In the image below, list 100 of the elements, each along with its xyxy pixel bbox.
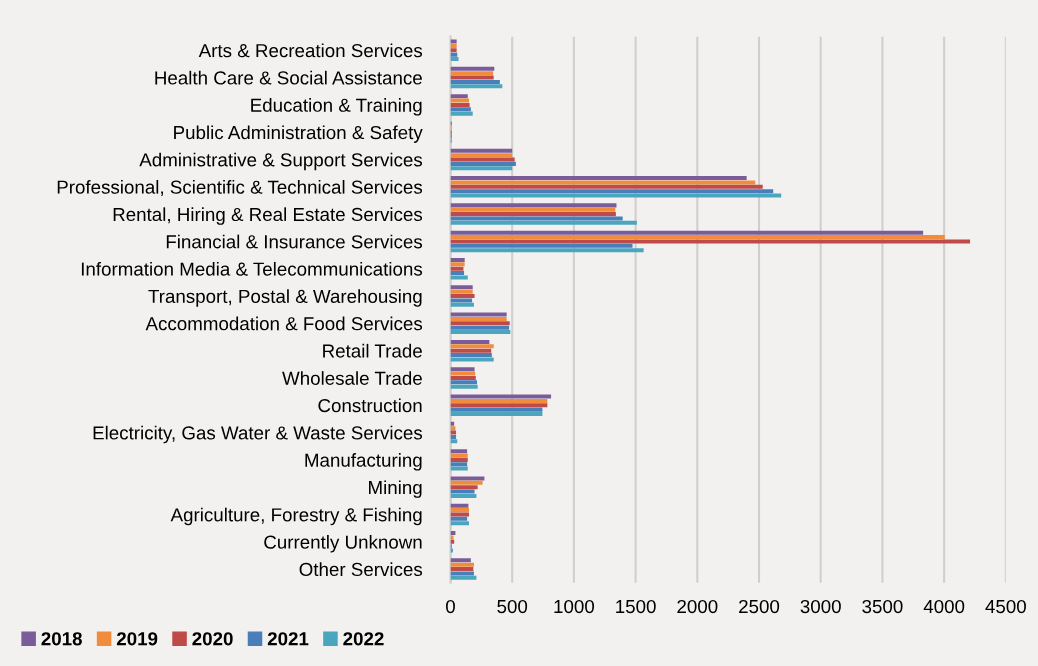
bar (450, 512, 469, 517)
bar (450, 203, 617, 208)
bar (450, 312, 507, 317)
bar (450, 157, 515, 162)
bar (450, 485, 478, 490)
bar (450, 384, 478, 389)
bar (450, 220, 637, 225)
bar (450, 371, 476, 376)
x-tick-label: 4500 (985, 599, 1026, 614)
bar (450, 235, 945, 240)
y-tick-label: Rental, Hiring & Real Estate Services (113, 207, 423, 225)
legend-label: 2018 (41, 632, 82, 646)
y-tick-label: Information Media & Telecommunications (81, 261, 423, 276)
bar (450, 257, 465, 262)
legend-label: 2019 (116, 632, 158, 646)
bar (450, 353, 492, 358)
x-tick-label: 1000 (554, 599, 595, 614)
bar (450, 411, 543, 417)
bar (450, 239, 971, 244)
bar (450, 453, 468, 458)
y-tick-label: Financial & Insurance Services (166, 234, 423, 249)
bar (450, 403, 548, 408)
bar (450, 571, 474, 576)
bar (450, 289, 473, 294)
bar (450, 398, 548, 403)
bar (450, 180, 756, 185)
y-tick-label: Construction (318, 398, 422, 413)
bar (450, 503, 469, 508)
bar (450, 516, 468, 521)
y-tick-label: Public Administration & Safety (174, 125, 423, 143)
y-tick-label: Health Care & Social Assistance (155, 70, 422, 85)
legend-label: 2021 (267, 632, 309, 646)
bar (450, 367, 475, 372)
bar (450, 344, 494, 349)
bar (450, 148, 513, 153)
bar (450, 176, 747, 181)
bar (450, 94, 468, 99)
y-tick-label: Transport, Postal & Warehousing (148, 289, 422, 307)
bar (450, 466, 468, 471)
y-tick-label: Currently Unknown (264, 535, 422, 553)
bar (450, 266, 464, 271)
x-tick-label: 3000 (800, 599, 841, 614)
bar (450, 321, 510, 326)
bar (450, 294, 475, 299)
bar (450, 493, 477, 498)
bar (450, 480, 483, 485)
bar (450, 107, 471, 112)
bar (450, 558, 471, 563)
y-tick-label: Retail Trade (323, 343, 422, 358)
bar (450, 98, 469, 103)
bar (450, 193, 782, 198)
bar (450, 166, 513, 171)
bar (450, 508, 469, 513)
x-tick-label: 2500 (739, 599, 780, 614)
bar (450, 271, 465, 276)
bar (450, 449, 468, 454)
y-tick-label: Wholesale Trade (282, 371, 422, 385)
bar (450, 84, 503, 89)
y-tick-label: Manufacturing (305, 453, 422, 471)
x-tick-label: 2000 (677, 599, 718, 614)
x-tick-label: 3500 (862, 599, 903, 614)
y-tick-label: Professional, Scientific & Technical Services (57, 180, 423, 197)
bar (450, 102, 470, 107)
bar (450, 476, 485, 481)
x-tick-label: 4000 (923, 599, 965, 614)
y-tick-label: Arts & Recreation Services (198, 43, 423, 58)
bar (450, 189, 774, 194)
bar (450, 339, 490, 344)
bar (450, 248, 644, 253)
y-tick-label: Administrative & Support Services (139, 152, 423, 171)
bar (450, 375, 476, 380)
y-tick-label: Agriculture, Forestry & Fishing (170, 507, 422, 526)
bar (450, 316, 507, 321)
bar (450, 489, 475, 494)
x-tick-label: 500 (497, 599, 528, 614)
bar (450, 567, 474, 572)
bar (450, 161, 516, 166)
bar (450, 230, 924, 235)
bar (450, 71, 494, 76)
bar (450, 43, 457, 48)
bar (450, 111, 473, 116)
bar (450, 562, 474, 567)
bar (450, 348, 492, 353)
bar (450, 243, 633, 248)
bar (450, 380, 478, 385)
bar (450, 39, 457, 44)
x-tick-label: 0 (446, 599, 455, 614)
y-tick-label: Mining (369, 480, 422, 498)
legend-label: 2022 (343, 632, 384, 646)
bar (450, 430, 457, 435)
bar (450, 407, 543, 412)
x-tick-label: 1500 (616, 599, 656, 614)
bar (450, 48, 457, 53)
bar (450, 153, 513, 158)
y-tick-label: Education & Training (251, 98, 422, 116)
bar (450, 575, 477, 580)
bar (450, 57, 459, 62)
bar (450, 212, 616, 217)
bar (450, 325, 510, 330)
bar (450, 462, 468, 467)
